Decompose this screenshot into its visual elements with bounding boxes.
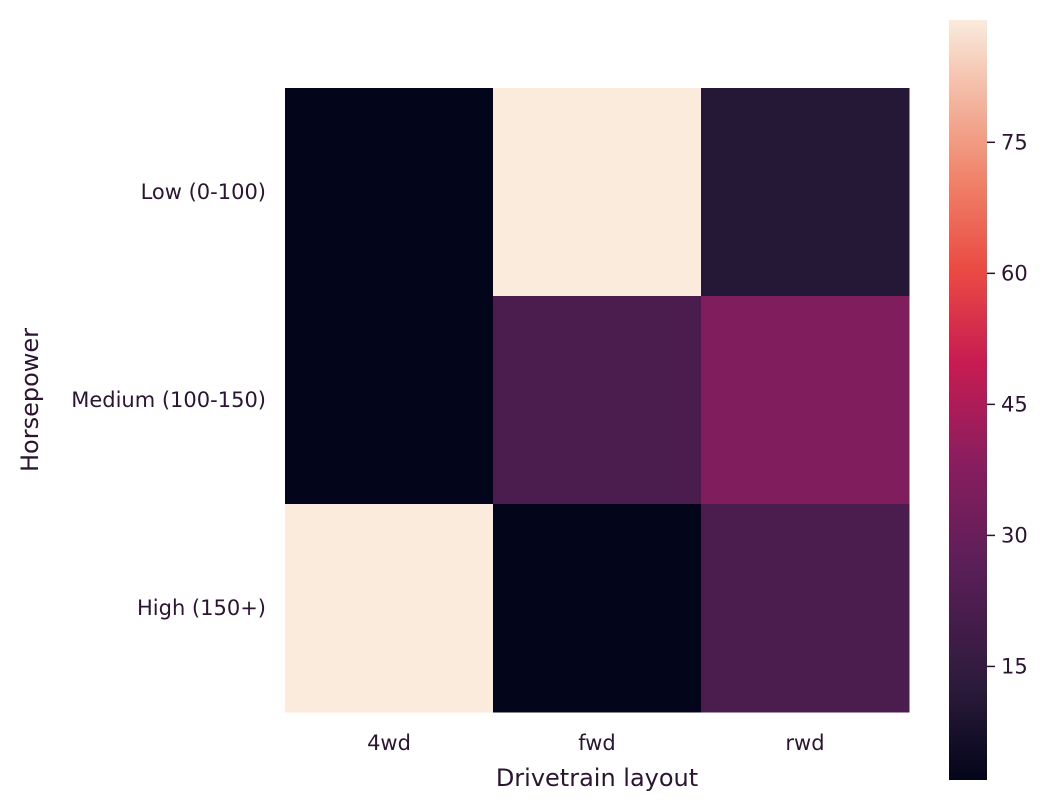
x-tick-labels: 4wd fwd rwd — [367, 731, 825, 755]
heatmap-cell — [701, 504, 910, 713]
y-tick-label: Low (0-100) — [141, 180, 266, 204]
x-axis-label: Drivetrain layout — [496, 764, 698, 792]
colorbar-tick-label: 45 — [1001, 392, 1028, 416]
y-tick-label: High (150+) — [137, 596, 266, 620]
heatmap-cell — [701, 88, 910, 297]
colorbar-ticks: 15 30 45 60 75 — [987, 130, 1028, 678]
y-tick-label: Medium (100-150) — [71, 388, 266, 412]
heatmap-cell — [493, 504, 702, 713]
colorbar-tick-label: 15 — [1001, 654, 1028, 678]
y-axis-label: Horsepower — [16, 328, 44, 472]
y-tick-labels: Low (0-100) Medium (100-150) High (150+) — [71, 180, 266, 620]
x-tick-label: fwd — [578, 731, 616, 755]
heatmap-cell — [285, 296, 494, 505]
colorbar — [949, 20, 987, 780]
x-tick-label: rwd — [785, 731, 824, 755]
heatmap-cells — [285, 88, 910, 713]
heatmap-cell — [285, 88, 494, 297]
colorbar-tick-label: 75 — [1001, 130, 1028, 154]
heatmap-cell — [285, 504, 494, 713]
colorbar-tick-label: 30 — [1001, 523, 1028, 547]
colorbar-tick-label: 60 — [1001, 261, 1028, 285]
x-tick-label: 4wd — [367, 731, 411, 755]
heatmap-cell — [701, 296, 910, 505]
heatmap-cell — [493, 296, 702, 505]
heatmap-cell — [493, 88, 702, 297]
